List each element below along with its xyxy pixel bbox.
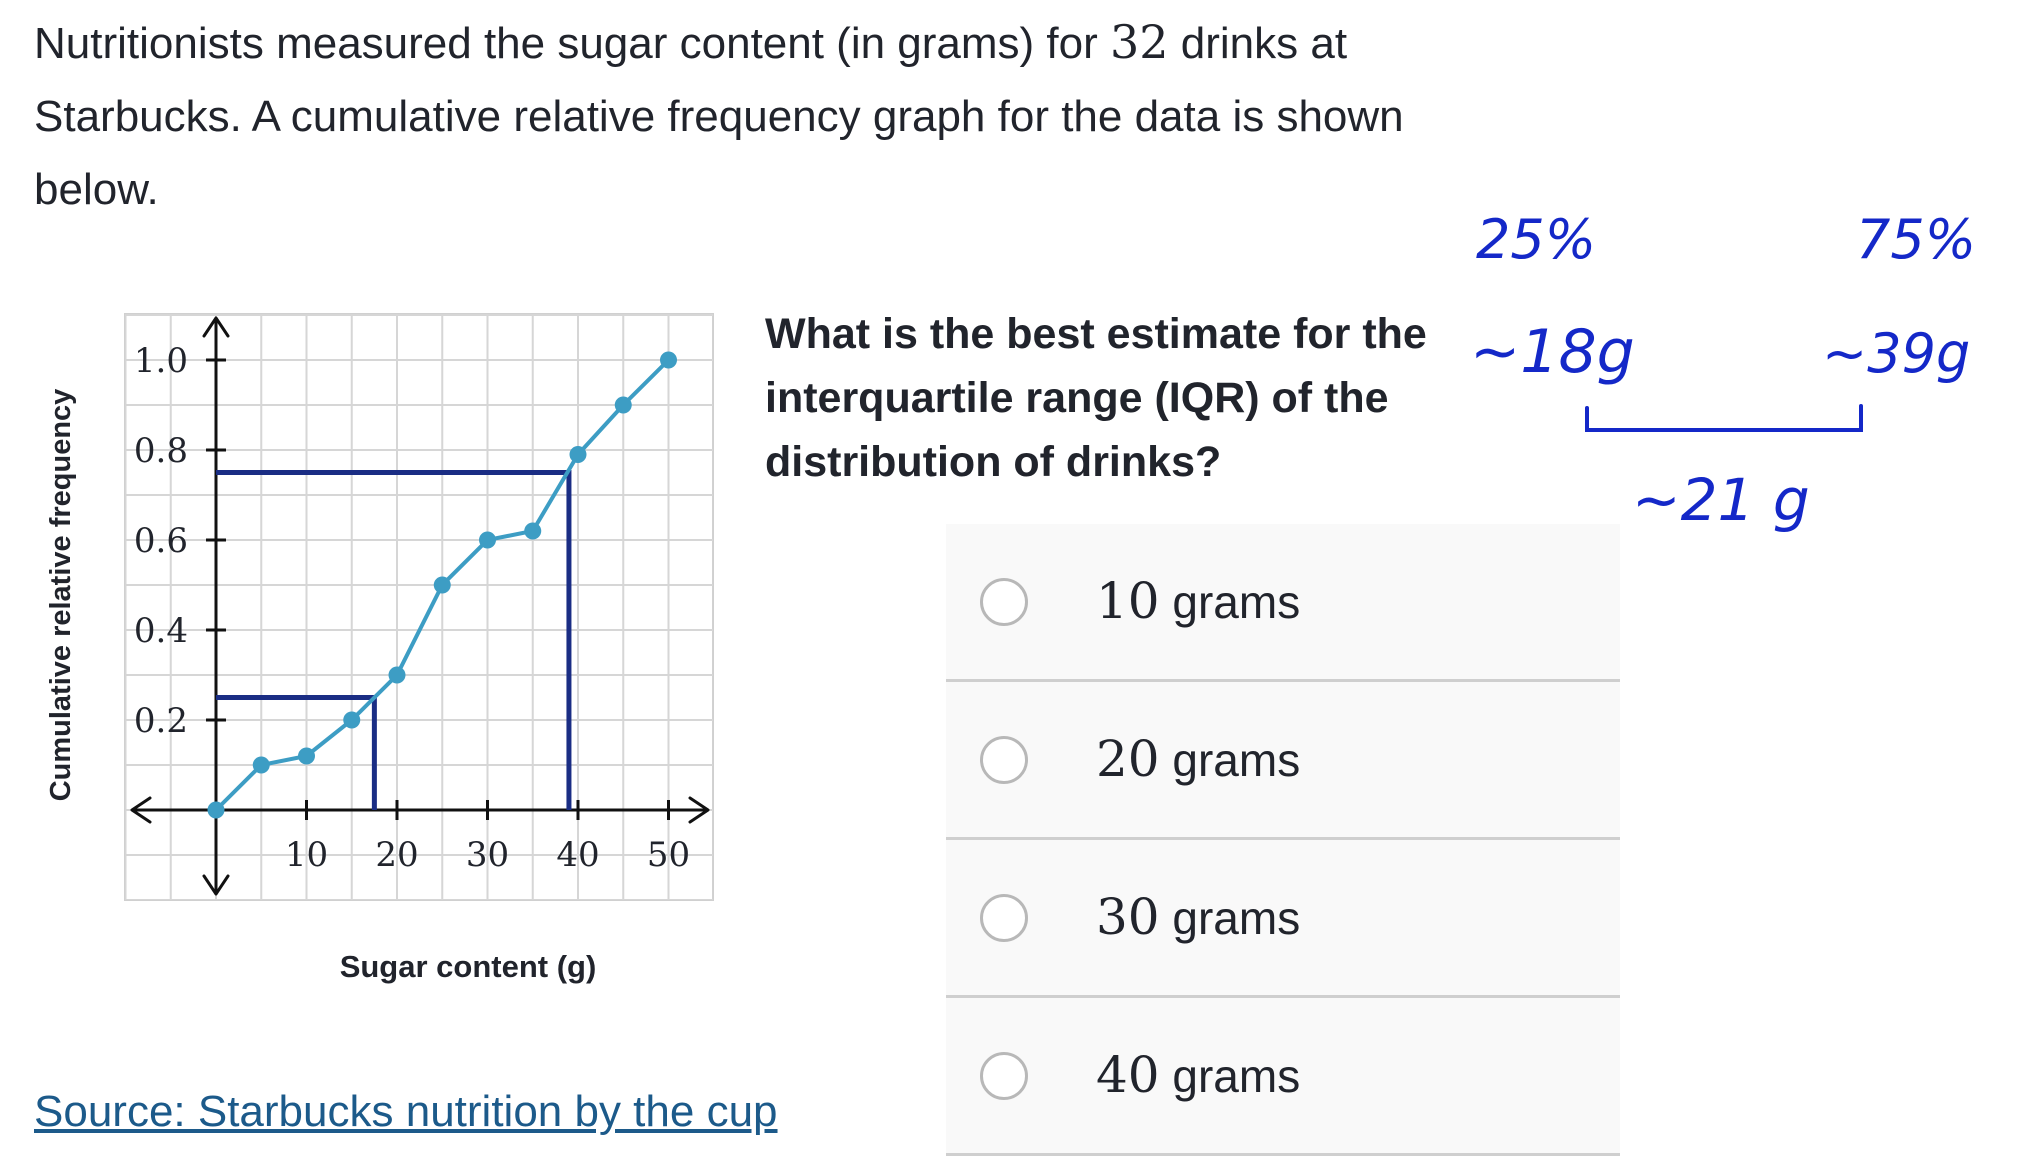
radio-button[interactable] xyxy=(980,578,1028,626)
y-tick-label: 0.4 xyxy=(134,611,188,651)
drink-count: 32 xyxy=(1110,15,1169,69)
question-text: What is the best estimate for the interq… xyxy=(765,310,1427,486)
data-point xyxy=(343,711,361,729)
annotation-q3-percent: 75% xyxy=(1856,208,1976,271)
choice-label: 20 grams xyxy=(1096,730,1300,788)
y-axis-label: Cumulative relative frequency xyxy=(45,389,77,802)
choice-unit: grams xyxy=(1172,892,1301,944)
radio-button[interactable] xyxy=(980,736,1028,784)
choice-unit: grams xyxy=(1172,1050,1301,1102)
choice-label: 30 grams xyxy=(1096,888,1300,946)
x-tick-label: 30 xyxy=(466,835,509,875)
problem-statement: Nutritionists measured the sugar content… xyxy=(34,6,1514,226)
answer-choices: 10 grams 20 grams 30 grams 40 grams xyxy=(946,524,1620,1156)
problem-text-1: Nutritionists measured the sugar content… xyxy=(34,19,1111,68)
y-tick-label: 0.8 xyxy=(134,431,188,471)
annotation-q3-value: ~39g xyxy=(1822,322,1970,385)
data-point xyxy=(569,446,587,463)
data-point xyxy=(479,531,496,549)
y-axis-top-arrow xyxy=(202,316,230,338)
radio-button[interactable] xyxy=(980,894,1028,942)
data-point xyxy=(614,396,632,414)
data-point xyxy=(207,801,225,819)
annotation-q1-percent: 25% xyxy=(1476,208,1596,271)
choice-number: 40 xyxy=(1096,1046,1160,1104)
annotation-q1-value: ~18g xyxy=(1470,317,1635,387)
y-tick-label: 0.2 xyxy=(134,701,188,741)
choice-label: 40 grams xyxy=(1096,1046,1300,1104)
data-point xyxy=(660,351,677,369)
data-point xyxy=(524,522,542,540)
x-axis-right-arrow xyxy=(688,796,710,824)
choice-20-grams[interactable]: 20 grams xyxy=(946,682,1620,840)
x-tick-label: 50 xyxy=(647,835,690,875)
y-tick-label: 1.0 xyxy=(134,341,188,381)
choice-10-grams[interactable]: 10 grams xyxy=(946,524,1620,682)
choice-number: 30 xyxy=(1096,888,1160,946)
choice-40-grams[interactable]: 40 grams xyxy=(946,998,1620,1156)
source-link[interactable]: Source: Starbucks nutrition by the cup xyxy=(34,1087,778,1136)
radio-button[interactable] xyxy=(980,1052,1028,1100)
x-tick-label: 10 xyxy=(285,835,328,875)
choice-number: 10 xyxy=(1096,572,1160,630)
choice-unit: grams xyxy=(1172,734,1301,786)
data-point xyxy=(298,747,315,765)
problem-text-2: drinks at Starbucks. A cumulative relati… xyxy=(34,19,1404,214)
data-point xyxy=(252,756,270,774)
x-tick-label: 40 xyxy=(556,835,599,875)
annotation-iqr: ~21 g xyxy=(1632,466,1810,534)
y-axis-bottom-arrow xyxy=(202,874,230,896)
choice-30-grams[interactable]: 30 grams xyxy=(946,840,1620,998)
x-axis-left-arrow xyxy=(130,796,152,824)
annotation-bracket xyxy=(1585,404,1863,432)
y-tick-label: 0.6 xyxy=(134,521,188,561)
choice-label: 10 grams xyxy=(1096,572,1300,630)
choice-number: 20 xyxy=(1096,730,1160,788)
data-point xyxy=(433,576,451,594)
x-tick-label: 20 xyxy=(375,835,418,875)
data-point xyxy=(388,666,406,684)
x-axis-label: Sugar content (g) xyxy=(340,949,597,984)
choice-unit: grams xyxy=(1172,576,1301,628)
